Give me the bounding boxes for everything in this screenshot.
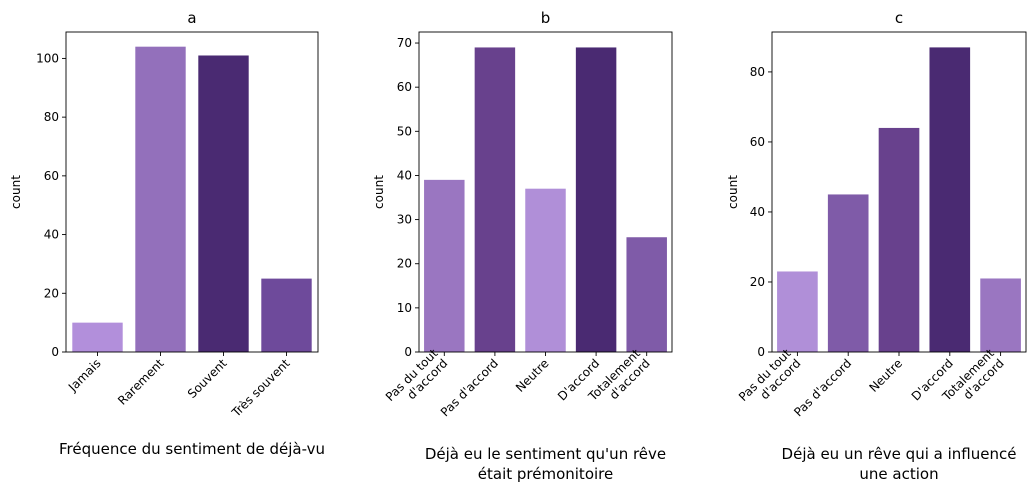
y-tick-label: 50: [397, 124, 412, 138]
y-axis-label: count: [9, 175, 23, 209]
x-tick-label: Souvent: [185, 356, 230, 401]
y-tick-label: 60: [750, 135, 765, 149]
bar: [878, 127, 920, 353]
chart-panel-a: 0 20 40 60 80 100 Jamais Rarement Souvent Très so…: [9, 9, 325, 458]
y-tick-label: 20: [44, 286, 59, 300]
y-tick-label: 20: [397, 257, 412, 271]
bar: [72, 322, 123, 352]
x-tick-label: Jamais: [65, 356, 104, 395]
y-tick-label: 40: [750, 205, 765, 219]
x-tick-label: Pas du toutd'accord: [736, 346, 804, 414]
y-tick-label: 60: [44, 169, 59, 183]
y-tick-label: 60: [397, 80, 412, 94]
y-tick-label: 70: [397, 36, 412, 50]
bar: [929, 47, 971, 353]
x-axis-label: Fréquence du sentiment de déjà-vu: [59, 440, 325, 458]
bar: [626, 237, 667, 352]
x-tick-label: Totalementd'accord: [939, 346, 1007, 414]
bar: [777, 271, 818, 352]
y-tick-label: 20: [750, 275, 765, 289]
y-tick-label: 100: [36, 51, 59, 65]
bar: [261, 278, 312, 352]
x-tick-label: Neutre: [866, 356, 905, 395]
bar: [474, 47, 516, 352]
x-axis-label: Déjà eu le sentiment qu'un rêve était pré…: [425, 445, 666, 483]
y-tick-label: 30: [397, 213, 412, 227]
bar: [424, 179, 465, 352]
bar: [575, 47, 617, 352]
chart-title: b: [541, 9, 551, 27]
y-tick-label: 0: [404, 345, 412, 359]
y-tick-label: 40: [44, 228, 59, 242]
y-tick-label: 10: [397, 301, 412, 315]
x-tick-label: Totalementd'accord: [585, 346, 653, 414]
bar: [525, 188, 566, 352]
x-tick-label: Neutre: [513, 356, 552, 395]
x-axis-label: Déjà eu un rêve qui a influencé une actio…: [782, 445, 1017, 483]
y-tick-label: 0: [757, 345, 765, 359]
chart-title: a: [187, 9, 196, 27]
y-tick-label: 80: [44, 110, 59, 124]
x-tick-label: Très souvent: [228, 356, 292, 420]
bar: [980, 278, 1021, 352]
x-tick-label: Pas du toutd'accord: [383, 346, 451, 414]
y-tick-label: 40: [397, 168, 412, 182]
axes-frame: [65, 31, 319, 353]
bar: [827, 194, 869, 352]
y-tick-label: 0: [51, 345, 59, 359]
bar: [135, 46, 186, 353]
x-tick-label: Rarement: [115, 356, 167, 408]
chart-title: c: [895, 9, 903, 27]
bar: [198, 55, 249, 353]
y-axis-label: count: [726, 175, 740, 209]
y-tick-label: 80: [750, 65, 765, 79]
y-axis-label: count: [372, 175, 386, 209]
